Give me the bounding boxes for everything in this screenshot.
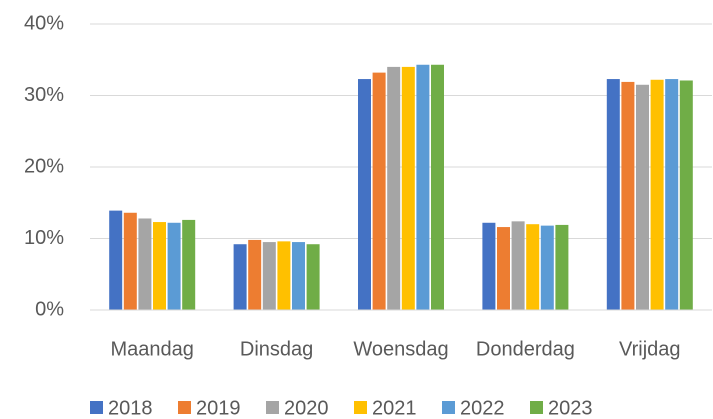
legend-swatch [354,401,367,414]
bar [292,242,305,310]
bar [540,225,554,310]
y-tick-label: 20% [24,155,64,177]
bar [621,81,635,310]
legend-label: 2019 [196,397,241,419]
bar [123,212,137,310]
bar [372,72,386,311]
bar [497,227,510,310]
legend-label: 2021 [372,397,417,419]
bar [109,210,123,310]
bar [358,79,371,311]
bar [306,244,320,310]
legend-swatch [266,401,279,414]
legend-label: 2022 [460,397,505,419]
bar [248,239,262,310]
bar [526,224,540,310]
legend-label: 2023 [548,397,593,419]
bar [182,219,196,310]
legend-swatch [90,401,103,414]
legend-label: 2020 [284,397,329,419]
bar [606,79,620,311]
bar [277,241,291,310]
bar [431,64,444,310]
x-tick-label: Maandag [110,338,193,360]
bar [679,80,693,310]
bar [262,242,276,310]
legend-label: 2018 [108,397,153,419]
y-tick-label: 10% [24,227,64,249]
bar [138,218,152,310]
bar [153,222,166,310]
bar [650,79,664,311]
bar [387,66,401,311]
bar [482,222,496,310]
x-tick-label: Dinsdag [240,338,313,360]
bar [233,244,247,310]
x-tick-label: Vrijdag [619,338,681,360]
legend-swatch [530,401,543,414]
bar [636,84,649,311]
y-tick-label: 30% [24,84,64,106]
legend-swatch [178,401,191,414]
y-tick-label: 0% [35,298,64,320]
x-tick-label: Woensdag [353,338,448,360]
bar [555,224,569,310]
legend-swatch [442,401,455,414]
bar [167,222,181,310]
bar [416,64,430,310]
y-tick-label: 40% [24,12,64,34]
bar [665,79,679,311]
x-tick-label: Donderdag [476,338,575,360]
bar [511,221,525,310]
bar [401,66,415,311]
